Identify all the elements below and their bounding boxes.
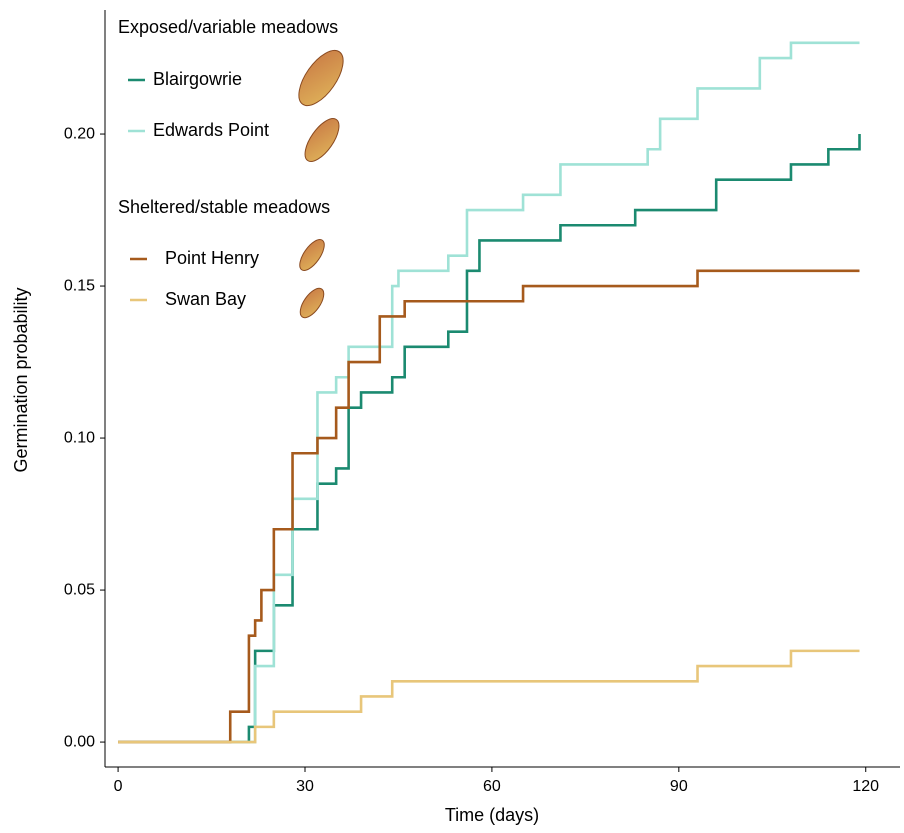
y-tick-label: 0.20 (64, 125, 95, 142)
y-tick-label: 0.15 (64, 277, 95, 294)
series-line (118, 41, 860, 744)
seed-icon (299, 239, 325, 271)
series-line (118, 649, 860, 744)
legend-group-title: Sheltered/stable meadows (118, 197, 330, 217)
seed-icon (299, 287, 325, 319)
y-axis-title: Germination probability (11, 287, 31, 472)
legend-label: Edwards Point (153, 120, 269, 140)
x-tick-label: 120 (852, 778, 879, 795)
series-line (118, 134, 861, 744)
x-tick-label: 60 (483, 778, 501, 795)
legend-group-title: Exposed/variable meadows (118, 17, 338, 37)
x-tick-label: 90 (670, 778, 688, 795)
x-axis-title: Time (days) (445, 805, 539, 825)
y-tick-label: 0.00 (64, 733, 95, 750)
seed-icon (298, 49, 344, 107)
x-tick-label: 30 (296, 778, 314, 795)
x-tick-label: 0 (114, 778, 123, 795)
y-tick-label: 0.05 (64, 581, 95, 598)
legend-label: Swan Bay (165, 289, 246, 309)
legend-label: Point Henry (165, 248, 259, 268)
legend-label: Blairgowrie (153, 69, 242, 89)
seed-icon (304, 118, 340, 162)
seed-icons (298, 49, 344, 319)
y-tick-label: 0.10 (64, 429, 95, 446)
series-line (118, 269, 860, 744)
